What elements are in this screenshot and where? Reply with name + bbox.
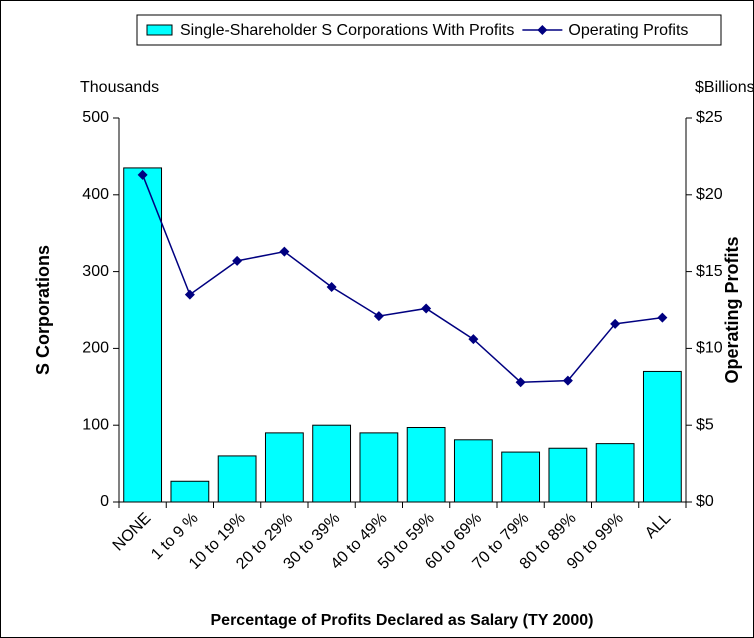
marker (326, 281, 337, 292)
y-tick-label: 400 (82, 186, 109, 203)
marker (184, 289, 195, 300)
legend-swatch (146, 24, 173, 36)
y-tick-label: 300 (82, 263, 109, 280)
bar (642, 370, 682, 503)
y2-tick-label: $10 (696, 340, 723, 357)
bar (595, 443, 635, 503)
y-unit: Thousands (80, 79, 159, 96)
bar (312, 424, 352, 503)
bar (359, 432, 399, 503)
bar (217, 455, 257, 503)
y2-unit: $Billions (695, 79, 754, 96)
y2-tick-label: $15 (696, 263, 723, 280)
legend-marker (537, 25, 548, 35)
legend-label: Operating Profits (568, 22, 688, 39)
marker (515, 377, 526, 388)
y-tick-label: 500 (82, 109, 109, 126)
marker (137, 169, 148, 180)
y-tick-label: 200 (82, 340, 109, 357)
bar (548, 447, 588, 503)
bar (123, 167, 163, 503)
bar (501, 451, 541, 503)
bar (406, 427, 446, 503)
y-tick-label: 100 (82, 416, 109, 433)
bar (264, 432, 304, 503)
y-axis-title: S Corporations (33, 245, 53, 375)
bar (170, 480, 210, 503)
marker (468, 334, 479, 345)
marker (421, 303, 432, 314)
y2-tick-label: $0 (696, 493, 714, 510)
y-tick-label: 0 (100, 493, 109, 510)
y2-tick-label: $25 (696, 109, 723, 126)
marker (562, 375, 573, 386)
legend-label: Single-Shareholder S Corporations With P… (180, 22, 514, 39)
line (141, 174, 663, 383)
x-axis-title: Percentage of Profits Declared as Salary… (211, 612, 594, 629)
bar (453, 439, 493, 503)
y2-axis-title: Operating Profits (722, 236, 742, 383)
y2-tick-label: $5 (696, 416, 714, 433)
marker (232, 255, 243, 266)
marker (610, 318, 621, 329)
y2-tick-label: $20 (696, 186, 723, 203)
legend (136, 14, 722, 46)
marker (279, 246, 290, 257)
marker (657, 312, 668, 323)
marker (373, 311, 384, 322)
